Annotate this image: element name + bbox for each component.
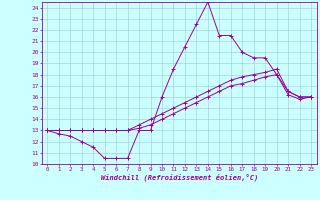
X-axis label: Windchill (Refroidissement éolien,°C): Windchill (Refroidissement éolien,°C) [100,173,258,181]
